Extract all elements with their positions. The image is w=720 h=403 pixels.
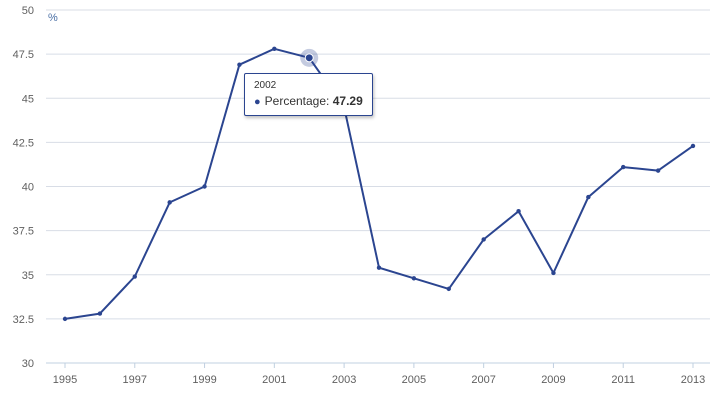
- data-point[interactable]: [446, 286, 451, 292]
- data-point[interactable]: [690, 143, 696, 149]
- data-point[interactable]: [655, 168, 661, 173]
- data-point[interactable]: [272, 46, 277, 52]
- y-tick-label: 40: [22, 182, 34, 194]
- data-point[interactable]: [376, 265, 382, 270]
- data-point[interactable]: [97, 311, 103, 316]
- data-point[interactable]: [167, 200, 172, 205]
- grid: [46, 9, 710, 320]
- tooltip-year: 2002: [254, 80, 277, 91]
- data-point[interactable]: [586, 194, 591, 200]
- tooltip-row: ● Percentage: 47.29: [254, 94, 363, 108]
- x-axis: 1995 1997 1999 2001 2003 2005 2007 2009 2011 2013: [53, 363, 705, 386]
- data-point[interactable]: [62, 316, 68, 322]
- y-tick-label: 42.5: [13, 137, 34, 149]
- hover-point[interactable]: [304, 53, 314, 63]
- x-tick-label: 1997: [123, 374, 147, 386]
- data-point[interactable]: [237, 62, 242, 67]
- y-axis-labels: 30 32.5 35 37.5 40 42.5 45 47.5 50: [13, 5, 34, 370]
- series-dot-icon: ●: [254, 96, 261, 108]
- x-tick-label: 2007: [471, 374, 495, 386]
- y-tick-label: 45: [22, 93, 34, 105]
- series-line: [64, 47, 694, 320]
- x-tick-label: 2003: [332, 374, 356, 386]
- y-tick-label: 35: [22, 270, 34, 282]
- x-tick-label: 2011: [611, 374, 635, 386]
- data-point[interactable]: [481, 237, 486, 242]
- y-tick-label: 30: [22, 358, 34, 370]
- data-point[interactable]: [132, 274, 137, 279]
- series-percentage: [62, 46, 696, 322]
- x-tick-label: 2009: [541, 374, 565, 386]
- data-point[interactable]: [411, 276, 417, 281]
- x-tick-label: 2005: [402, 374, 426, 386]
- hover-highlight: [300, 48, 319, 67]
- data-point[interactable]: [551, 270, 556, 276]
- y-tick-label: 32.5: [13, 314, 34, 326]
- data-point[interactable]: [621, 164, 626, 170]
- x-tick-label: 2013: [681, 374, 705, 386]
- data-point[interactable]: [202, 184, 207, 189]
- y-axis-unit: %: [48, 12, 58, 24]
- y-tick-label: 47.5: [13, 49, 34, 61]
- x-tick-label: 1995: [53, 374, 77, 386]
- tooltip: 2002 ● Percentage: 47.29: [244, 73, 373, 116]
- data-point[interactable]: [516, 209, 521, 214]
- y-tick-label: 50: [22, 5, 34, 17]
- x-tick-label: 1999: [192, 374, 216, 386]
- x-tick-label: 2001: [262, 374, 286, 386]
- y-tick-label: 37.5: [13, 226, 34, 238]
- tooltip-series-label: Percentage:: [264, 94, 330, 108]
- tooltip-value: 47.29: [332, 94, 363, 108]
